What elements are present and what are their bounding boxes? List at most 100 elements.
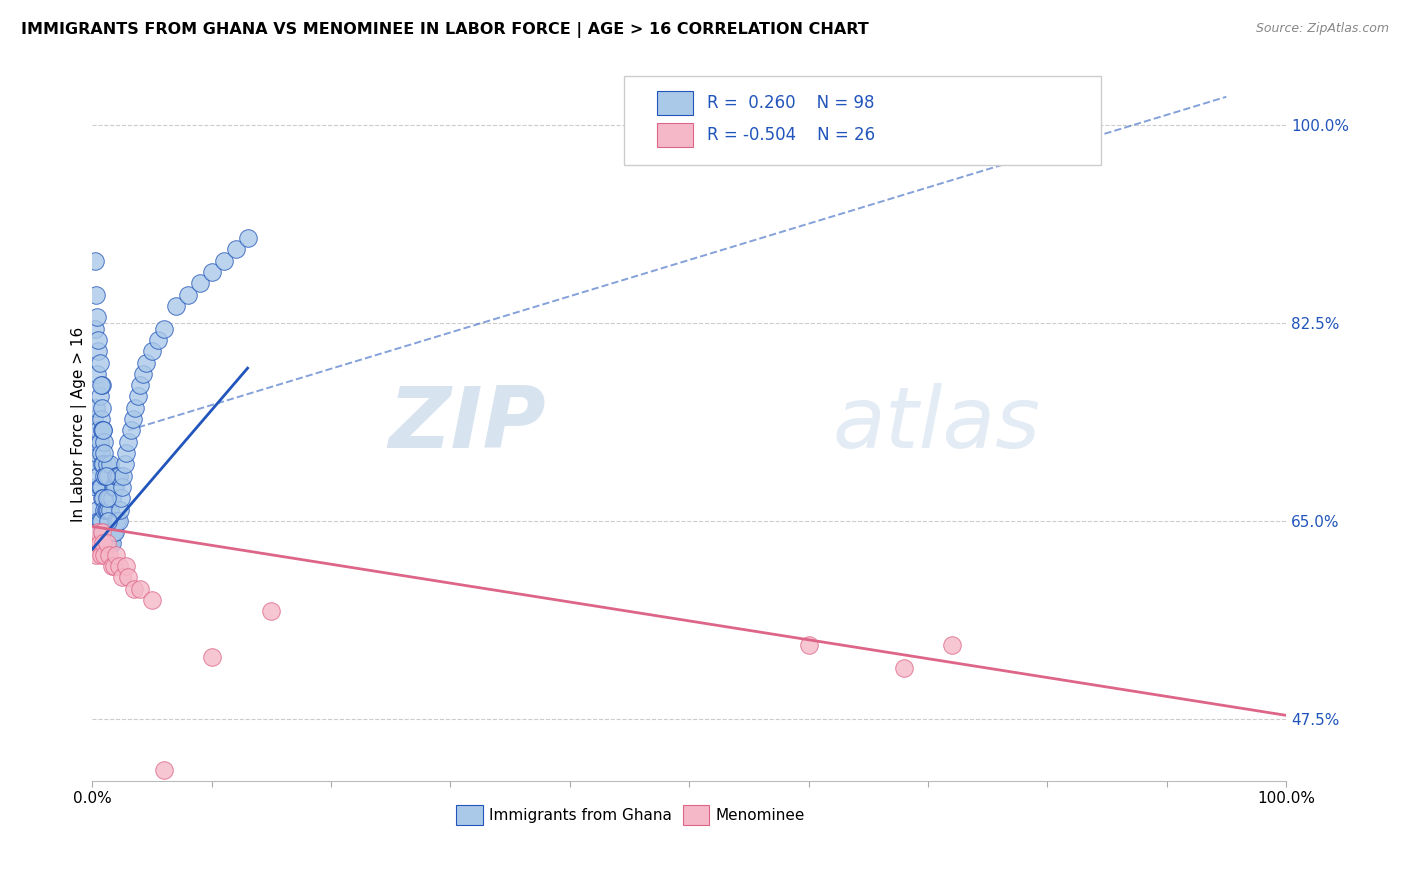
Bar	[657, 123, 693, 147]
Point	[98, 548, 121, 562]
Point	[146, 333, 169, 347]
Point	[90, 480, 112, 494]
Point	[87, 423, 110, 437]
Point	[83, 412, 105, 426]
Point	[90, 514, 112, 528]
Point	[87, 344, 110, 359]
Text: Menominee: Menominee	[716, 807, 804, 822]
Point	[91, 525, 114, 540]
Point	[93, 468, 115, 483]
Point	[108, 502, 131, 516]
Point	[97, 468, 120, 483]
Point	[94, 502, 117, 516]
Point	[83, 321, 105, 335]
Point	[260, 604, 283, 618]
Point	[122, 582, 145, 596]
Point	[93, 536, 115, 550]
Point	[98, 536, 121, 550]
Point	[91, 525, 114, 540]
Point	[111, 570, 134, 584]
Point	[91, 401, 114, 415]
Point	[97, 502, 120, 516]
Point	[91, 491, 114, 506]
Point	[153, 763, 176, 777]
Point	[135, 355, 157, 369]
Point	[201, 649, 224, 664]
Point	[115, 559, 138, 574]
Point	[177, 287, 200, 301]
Point	[84, 548, 107, 562]
Point	[84, 480, 107, 494]
Point	[93, 434, 115, 449]
Point	[90, 446, 112, 460]
Point	[107, 468, 129, 483]
Point	[97, 514, 120, 528]
Point	[94, 468, 117, 483]
Point	[103, 559, 125, 574]
Point	[96, 457, 118, 471]
Point	[98, 536, 121, 550]
Point	[83, 253, 105, 268]
Point	[86, 536, 108, 550]
Point	[91, 378, 114, 392]
Text: ZIP: ZIP	[388, 384, 546, 467]
Point	[87, 525, 110, 540]
Bar	[457, 805, 482, 825]
Point	[89, 480, 111, 494]
Point	[201, 265, 224, 279]
Point	[104, 480, 127, 494]
Point	[91, 536, 114, 550]
Point	[90, 412, 112, 426]
Point	[94, 536, 117, 550]
Point	[86, 502, 108, 516]
Point	[87, 468, 110, 483]
Point	[165, 299, 187, 313]
Point	[107, 514, 129, 528]
Point	[100, 491, 122, 506]
Point	[84, 287, 107, 301]
Point	[94, 468, 117, 483]
Point	[131, 367, 153, 381]
Point	[107, 514, 129, 528]
Point	[93, 446, 115, 460]
Point	[110, 491, 132, 506]
Bar	[683, 805, 710, 825]
Text: Source: ZipAtlas.com: Source: ZipAtlas.com	[1256, 22, 1389, 36]
Point	[96, 536, 118, 550]
Point	[100, 536, 122, 550]
Point	[120, 423, 142, 437]
Point	[103, 525, 125, 540]
Point	[90, 548, 112, 562]
Point	[111, 480, 134, 494]
Point	[98, 457, 121, 471]
Point	[129, 582, 152, 596]
Point	[93, 502, 115, 516]
Point	[89, 514, 111, 528]
Point	[212, 253, 235, 268]
Point	[225, 243, 247, 257]
Point	[93, 548, 115, 562]
Point	[129, 378, 152, 392]
Point	[112, 468, 135, 483]
Point	[124, 401, 146, 415]
Point	[91, 423, 114, 437]
Point	[98, 502, 121, 516]
Point	[98, 491, 121, 506]
Point	[127, 389, 149, 403]
Point	[86, 367, 108, 381]
Point	[107, 559, 129, 574]
Text: R = -0.504    N = 26: R = -0.504 N = 26	[707, 126, 875, 144]
Point	[86, 310, 108, 325]
Y-axis label: In Labor Force | Age > 16: In Labor Force | Age > 16	[72, 327, 87, 523]
Point	[89, 355, 111, 369]
Point	[83, 457, 105, 471]
Point	[91, 457, 114, 471]
Point	[153, 321, 176, 335]
Point	[236, 231, 259, 245]
Point	[91, 457, 114, 471]
Point	[91, 525, 114, 540]
FancyBboxPatch shape	[623, 76, 1101, 165]
Point	[89, 536, 111, 550]
Point	[84, 446, 107, 460]
Text: atlas: atlas	[832, 384, 1040, 467]
